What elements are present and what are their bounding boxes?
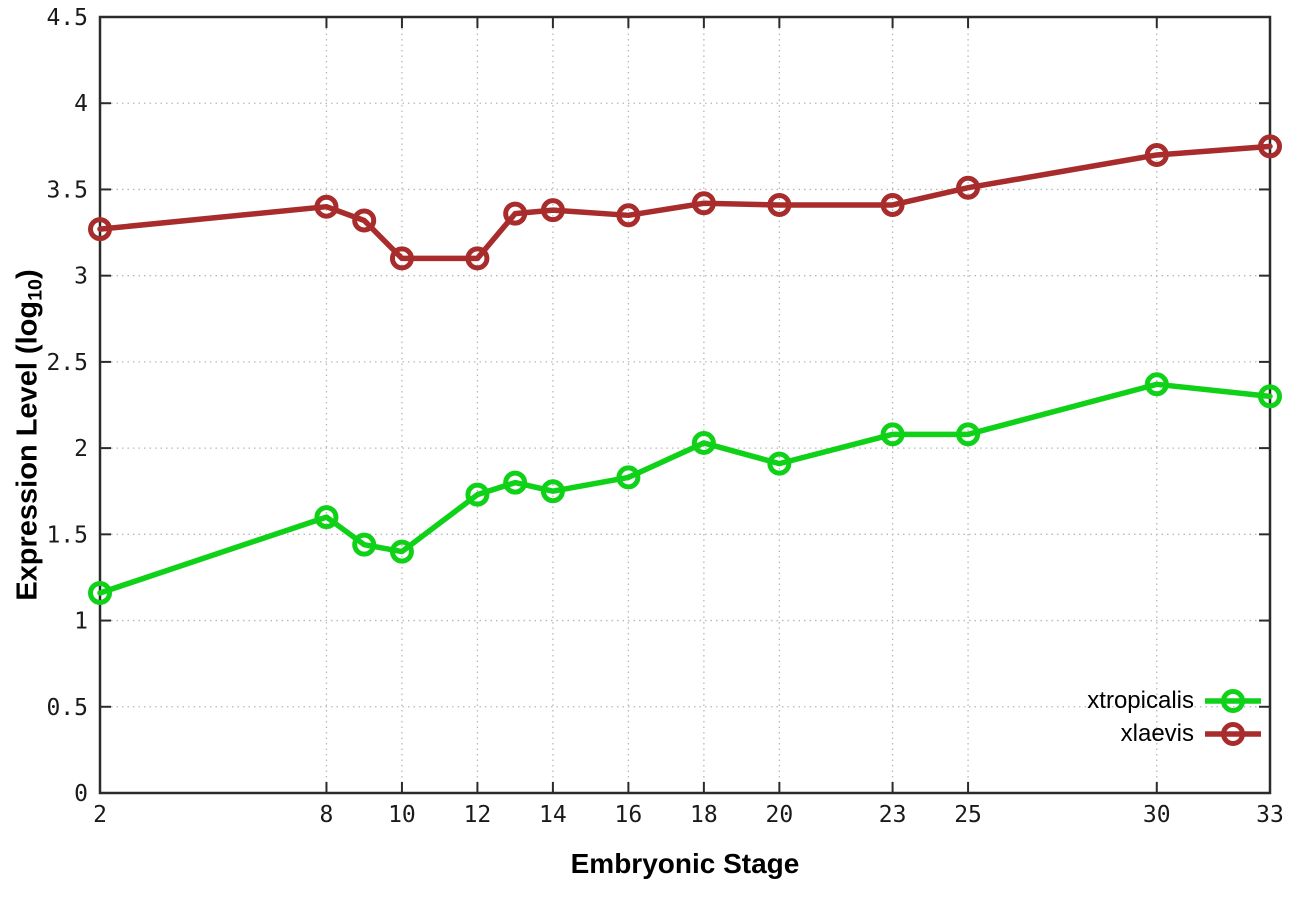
x-tick-label: 18 [690, 802, 718, 828]
y-tick-label: 3.5 [46, 177, 88, 203]
y-tick-label: 2.5 [46, 350, 88, 376]
legend-row-xtropicalis: xtropicalis [1087, 684, 1262, 717]
data-point-xtropicalis-stage-10 [389, 539, 414, 564]
y-tick-label: 4 [74, 91, 88, 117]
chart-legend: xtropicalis xlaevis [1087, 684, 1262, 750]
data-point-xlaevis-stage-30 [1144, 142, 1169, 167]
y-tick-label: 2 [74, 436, 88, 462]
y-tick-label: 0.5 [46, 695, 88, 721]
y-tick-label: 0 [74, 781, 88, 807]
x-tick-label: 20 [766, 802, 794, 828]
y-axis-label-subscript: 10 [24, 278, 47, 301]
data-point-xlaevis-stage-2 [88, 217, 112, 242]
legend-row-xlaevis: xlaevis [1087, 717, 1262, 750]
x-tick-label: 2 [93, 802, 107, 828]
x-tick-label: 14 [539, 802, 567, 828]
x-tick-label: 23 [879, 802, 907, 828]
x-tick-label: 10 [388, 802, 416, 828]
data-point-xlaevis-stage-9 [352, 208, 377, 233]
data-point-xtropicalis-stage-2 [88, 580, 112, 605]
x-tick-label: 33 [1256, 802, 1284, 828]
data-point-xlaevis-stage-18 [691, 191, 716, 216]
series-line-xtropicalis [97, 381, 1273, 596]
x-tick-label: 16 [615, 802, 643, 828]
data-point-xlaevis-stage-16 [616, 203, 641, 228]
y-tick-label: 4.5 [46, 5, 88, 31]
data-point-xtropicalis-stage-8 [314, 505, 339, 530]
data-point-xtropicalis-stage-25 [956, 422, 981, 447]
y-tick-label: 1 [74, 609, 88, 635]
data-point-xtropicalis-stage-23 [880, 422, 905, 447]
data-point-xtropicalis-stage-9 [352, 532, 377, 557]
x-tick-label: 12 [464, 802, 492, 828]
legend-marker-xtropicalis [1205, 688, 1261, 713]
x-tick-label: 30 [1143, 802, 1171, 828]
data-point-xlaevis-stage-10 [389, 246, 414, 271]
data-point-xlaevis-stage-33 [1258, 134, 1282, 159]
data-point-xlaevis-stage-13 [503, 201, 528, 226]
data-point-xtropicalis-stage-14 [540, 479, 565, 504]
x-tick-label: 25 [954, 802, 982, 828]
data-point-xlaevis-stage-14 [540, 198, 565, 223]
data-point-xlaevis-stage-12 [465, 246, 490, 271]
y-tick-label: 1.5 [46, 522, 88, 548]
data-point-xtropicalis-stage-16 [616, 465, 641, 490]
y-axis-label: Expression Level (log10) [11, 269, 47, 601]
data-point-xtropicalis-stage-13 [503, 470, 528, 495]
x-tick-label: 8 [320, 802, 334, 828]
data-point-xtropicalis-stage-20 [767, 451, 792, 476]
y-axis-label-close: ) [11, 269, 44, 279]
series-line-xlaevis [97, 143, 1273, 262]
data-point-xtropicalis-stage-12 [465, 482, 490, 507]
data-point-xtropicalis-stage-33 [1258, 384, 1282, 409]
legend-label-xtropicalis: xtropicalis [1087, 686, 1194, 714]
legend-marker-xlaevis [1205, 721, 1261, 746]
data-point-xlaevis-stage-25 [956, 175, 981, 200]
y-tick-label: 3 [74, 264, 88, 290]
data-point-xlaevis-stage-23 [880, 192, 905, 217]
data-point-xtropicalis-stage-18 [691, 430, 716, 455]
plot-border [98, 15, 1272, 795]
data-point-xlaevis-stage-8 [314, 194, 339, 219]
legend-label-xlaevis: xlaevis [1120, 719, 1194, 747]
data-point-xtropicalis-stage-30 [1144, 372, 1169, 397]
x-axis-label: Embryonic Stage [570, 848, 800, 879]
y-axis-label-text: Expression Level (log [11, 300, 44, 601]
data-point-xlaevis-stage-20 [767, 192, 792, 217]
